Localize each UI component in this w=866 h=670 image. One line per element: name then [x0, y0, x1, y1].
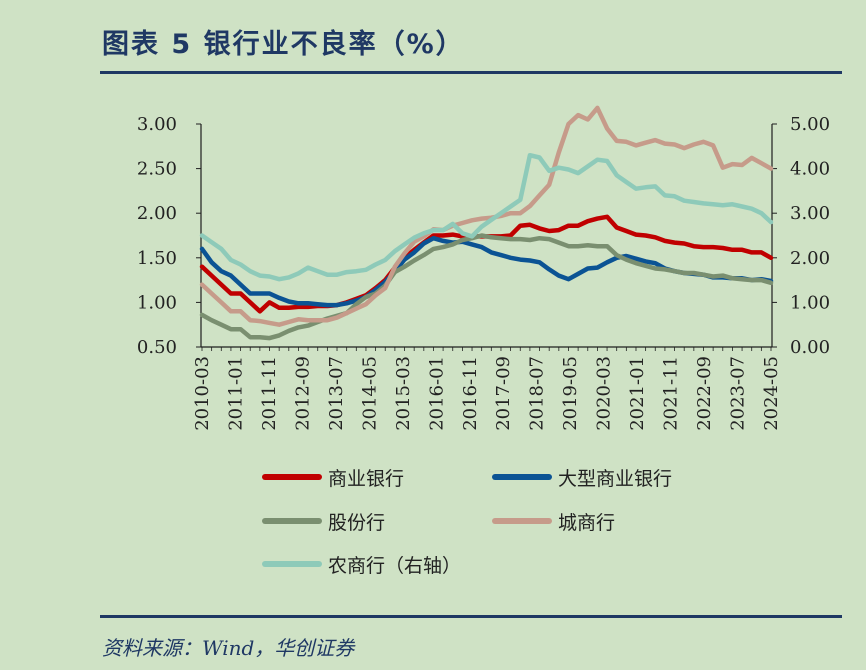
legend-label: 城商行	[558, 511, 616, 534]
line-chart: 0.50 1.00 1.50 2.00 2.50 3.00 0.00 1.00 2.00 3.00…	[137, 105, 830, 431]
series-line	[199, 152, 774, 282]
right-y-tick-label: 0.00	[790, 337, 830, 358]
right-y-tick-label: 2.00	[790, 248, 830, 269]
right-y-tick-label: 5.00	[790, 114, 830, 135]
title-rule	[100, 71, 842, 74]
left-y-tick-label: 2.00	[137, 203, 177, 224]
legend-label: 大型商业银行	[558, 467, 673, 490]
x-tick-label: 2015-03	[393, 356, 414, 431]
x-tick-label: 2014-05	[359, 356, 380, 431]
legend-item: 商业银行	[262, 465, 405, 490]
x-tick-label: 2010-03	[192, 356, 213, 431]
left-y-tick-label: 1.50	[137, 248, 177, 269]
x-tick-label: 2016-01	[426, 356, 447, 431]
left-y-tick-label: 2.50	[137, 159, 177, 180]
x-tick-label: 2011-11	[259, 356, 280, 431]
footer-rule	[100, 615, 842, 618]
x-tick-label: 2017-09	[493, 356, 514, 431]
series-line	[199, 105, 774, 327]
x-tick-label: 2012-09	[292, 356, 313, 431]
legend-label: 股份行	[328, 511, 386, 534]
legend-swatch	[262, 518, 322, 524]
source-note: 资料来源：Wind，华创证券	[102, 636, 355, 660]
left-y-tick-label: 1.00	[137, 292, 177, 313]
x-tick-label: 2013-07	[326, 356, 347, 431]
legend-swatch	[492, 474, 552, 480]
legend-label: 农商行（右轴）	[328, 554, 462, 577]
legend-item: 大型商业银行	[492, 465, 673, 490]
legend-swatch	[262, 561, 322, 567]
x-tick-label: 2018-07	[527, 356, 548, 431]
legend-item: 股份行	[262, 509, 386, 534]
right-y-tick-label: 3.00	[790, 203, 830, 224]
x-tick-label: 2021-01	[627, 356, 648, 431]
x-tick-label: 2021-11	[661, 356, 682, 431]
legend-item: 农商行（右轴）	[262, 552, 462, 577]
legend-label: 商业银行	[328, 467, 405, 490]
x-tick-label: 2024-05	[761, 356, 782, 431]
legend-swatch	[262, 474, 322, 480]
x-tick-label: 2023-07	[728, 356, 749, 431]
legend-swatch	[492, 518, 552, 524]
series-line	[199, 214, 774, 314]
chart-title: 图表 5 银行业不良率（%）	[102, 29, 465, 60]
series-line	[199, 233, 774, 341]
left-y-tick-label: 0.50	[137, 337, 177, 358]
x-tick-label: 2022-09	[694, 356, 715, 431]
x-tick-label: 2019-05	[560, 356, 581, 431]
legend-item: 城商行	[492, 509, 616, 534]
x-tick-label: 2016-11	[460, 356, 481, 431]
left-y-tick-label: 3.00	[137, 114, 177, 135]
right-y-tick-label: 4.00	[790, 159, 830, 180]
right-y-tick-label: 1.00	[790, 292, 830, 313]
x-tick-label: 2020-03	[594, 356, 615, 431]
x-tick-label: 2011-01	[225, 356, 246, 431]
